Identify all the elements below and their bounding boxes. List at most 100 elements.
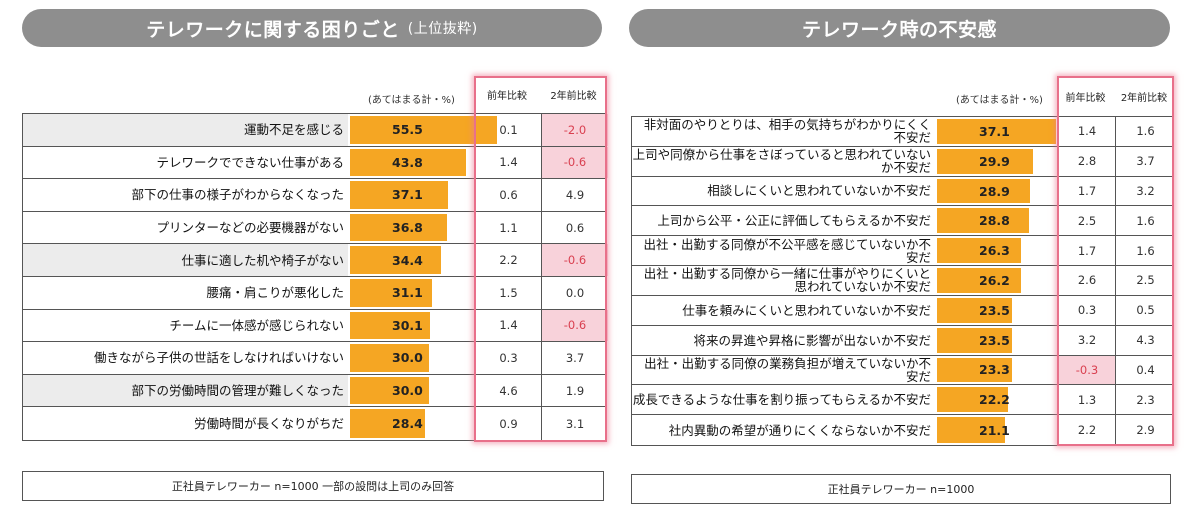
table-row: 働きながら子供の世話をしなければいけない 30.0 0.3 3.7 bbox=[23, 342, 606, 375]
table-row: テレワークでできない仕事がある 43.8 1.4 -0.6 bbox=[23, 146, 608, 180]
bar-value-label: 28.8 bbox=[979, 213, 1010, 229]
left-footer-note: 正社員テレワーカー n=1000 一部の設問は上司のみ回答 bbox=[22, 471, 604, 501]
bar-value-label: 34.4 bbox=[392, 252, 423, 268]
bar bbox=[350, 246, 442, 274]
bar-value-label: 22.2 bbox=[979, 392, 1010, 408]
bar-value-label: 28.4 bbox=[392, 416, 423, 432]
left-unit-note: (あてはまる計・%) bbox=[368, 95, 455, 106]
category-label: 上司や同僚から仕事をさぼっていると思われていないか不安だ bbox=[632, 147, 931, 176]
prev-year-cell: -0.3 bbox=[1058, 355, 1115, 385]
two-years-cell: 1.6 bbox=[1115, 117, 1175, 146]
table-row: 相談しにくいと思われていないか不安だ 28.9 1.7 3.2 bbox=[632, 176, 1175, 207]
table-row: 仕事を頼みにくいと思われていないか不安だ 23.5 0.3 0.5 bbox=[632, 295, 1173, 326]
prev-year-cell: 1.1 bbox=[475, 211, 541, 244]
bar-value-label: 30.1 bbox=[392, 317, 423, 333]
right-chart-title: テレワーク時の不安感 bbox=[629, 9, 1170, 47]
left-data-table: 運動不足を感じる 55.5 0.1 -2.0 テレワークでできない仕事がある 43.8 1.… bbox=[22, 113, 608, 441]
table-row: 部下の仕事の様子がわからなくなった 37.1 0.6 4.9 bbox=[23, 179, 606, 212]
two-years-cell: 4.9 bbox=[541, 179, 608, 211]
category-label: 仕事に適した机や椅子がない bbox=[23, 244, 348, 276]
table-row: 仕事に適した机や椅子がない 34.4 2.2 -0.6 bbox=[23, 244, 608, 277]
bar bbox=[350, 213, 448, 242]
two-years-cell: 3.1 bbox=[541, 407, 608, 440]
prev-year-cell: 1.7 bbox=[1058, 236, 1115, 266]
category-label: 出社・出勤する同僚から一緒に仕事がやりにくいと思われていないか不安だ bbox=[643, 266, 931, 295]
bar-value-label: 55.5 bbox=[392, 122, 423, 138]
table-row: 非対面のやりとりは、相手の気持ちがわかりにくく不安だ 37.1 1.4 1.6 bbox=[632, 117, 1173, 147]
bar bbox=[937, 148, 1033, 174]
bar bbox=[937, 357, 1012, 383]
bar bbox=[937, 268, 1022, 293]
prev-year-cell: 4.6 bbox=[475, 374, 541, 407]
prev-year-cell: 3.2 bbox=[1058, 325, 1115, 355]
bar bbox=[350, 344, 430, 372]
prev-year-cell: 2.2 bbox=[1058, 415, 1115, 445]
left-title-sub: (上位抜粋) bbox=[407, 21, 478, 37]
category-label: 腰痛・肩こりが悪化した bbox=[206, 285, 344, 301]
two-years-cell: -0.6 bbox=[541, 244, 608, 276]
two-years-cell: 2.5 bbox=[1115, 266, 1175, 295]
table-row: 将来の昇進や昇格に影響が出ないか不安だ 23.5 3.2 4.3 bbox=[632, 325, 1173, 356]
category-label: 運動不足を感じる bbox=[23, 114, 348, 146]
bar bbox=[350, 181, 449, 209]
category-label: プリンターなどの必要機器がない bbox=[156, 220, 344, 236]
two-years-cell: 0.4 bbox=[1115, 355, 1175, 385]
table-row: 腰痛・肩こりが悪化した 31.1 1.5 0.0 bbox=[23, 277, 606, 310]
bar bbox=[937, 119, 1056, 144]
table-row: 部下の労働時間の管理が難しくなった 30.0 4.6 1.9 bbox=[23, 374, 606, 408]
bar bbox=[350, 311, 430, 340]
prev-year-cell: 1.3 bbox=[1058, 385, 1115, 415]
category-label: 部下の労働時間の管理が難しくなった bbox=[23, 374, 348, 407]
bar bbox=[350, 376, 430, 405]
bar-value-label: 36.8 bbox=[392, 220, 423, 236]
prev-year-cell: 0.3 bbox=[475, 342, 541, 374]
bar bbox=[937, 327, 1013, 353]
two-years-cell: 3.7 bbox=[541, 342, 608, 374]
table-row: 労働時間が長くなりがちだ 28.4 0.9 3.1 bbox=[23, 407, 606, 440]
category-label: 労働時間が長くなりがちだ bbox=[193, 416, 344, 432]
two-years-cell: -0.6 bbox=[541, 146, 608, 179]
bar bbox=[350, 409, 426, 438]
table-row: 出社・出勤する同僚の業務負担が増えていないか不安だ 23.3 -0.3 0.4 bbox=[632, 355, 1175, 386]
prev-year-cell: 2.5 bbox=[1058, 206, 1115, 236]
category-label: 非対面のやりとりは、相手の気持ちがわかりにくく不安だ bbox=[643, 117, 931, 146]
bar bbox=[937, 417, 1005, 443]
bar bbox=[350, 148, 466, 177]
table-row: 上司や同僚から仕事をさぼっていると思われていないか不安だ 29.9 2.8 3.7 bbox=[632, 146, 1173, 177]
category-label: 上司から公平・公正に評価してもらえるか不安だ bbox=[657, 213, 931, 229]
prev-year-cell: 1.4 bbox=[475, 146, 541, 179]
table-row: チームに一体感が感じられない 30.1 1.4 -0.6 bbox=[23, 309, 608, 343]
table-row: プリンターなどの必要機器がない 36.8 1.1 0.6 bbox=[23, 211, 608, 245]
two-years-cell: 1.6 bbox=[1115, 206, 1175, 236]
prev-year-cell: 1.7 bbox=[1058, 176, 1115, 206]
prev-year-cell: 0.9 bbox=[475, 407, 541, 440]
category-label: 出社・出勤する同僚の業務負担が増えていないか不安だ bbox=[644, 355, 931, 384]
bar-value-label: 37.1 bbox=[979, 123, 1010, 139]
right-col-prev-year: 前年比較 bbox=[1065, 92, 1106, 104]
category-label: 相談しにくいと思われていないか不安だ bbox=[707, 183, 931, 199]
category-label: 出社・出勤する同僚が不公平感を感じていないか不安だ bbox=[643, 236, 931, 265]
bar-value-label: 31.1 bbox=[392, 285, 423, 301]
category-label: テレワークでできない仕事がある bbox=[156, 154, 344, 170]
bar-value-label: 30.0 bbox=[392, 350, 423, 366]
category-label: 仕事を頼みにくいと思われていないか不安だ bbox=[682, 302, 931, 318]
bar-value-label: 23.5 bbox=[979, 302, 1010, 318]
prev-year-cell: 0.6 bbox=[475, 179, 541, 211]
bar bbox=[937, 387, 1009, 413]
category-label: チームに一体感が感じられない bbox=[169, 317, 344, 333]
two-years-cell: 0.6 bbox=[541, 211, 608, 244]
category-label: 将来の昇進や昇格に影響が出ないか不安だ bbox=[693, 332, 931, 348]
bar bbox=[937, 178, 1030, 204]
table-row: 出社・出勤する同僚から一緒に仕事がやりにくいと思われていないか不安だ 26.2 2.… bbox=[632, 266, 1173, 296]
prev-year-cell: 2.2 bbox=[475, 244, 541, 276]
right-unit-note: (あてはまる計・%) bbox=[956, 95, 1043, 106]
bar bbox=[937, 208, 1030, 234]
bar-value-label: 23.3 bbox=[979, 362, 1010, 378]
category-label: 働きながら子供の世話をしなければいけない bbox=[93, 350, 344, 366]
two-years-cell: 2.9 bbox=[1115, 415, 1175, 445]
two-years-cell: 3.2 bbox=[1115, 176, 1175, 206]
category-label: 部下の仕事の様子がわからなくなった bbox=[131, 187, 344, 203]
table-row: 上司から公平・公正に評価してもらえるか不安だ 28.8 2.5 1.6 bbox=[632, 206, 1175, 237]
left-title-text: テレワークに関する困りごと bbox=[146, 18, 400, 41]
left-chart-title: テレワークに関する困りごと (上位抜粋) bbox=[22, 9, 602, 47]
